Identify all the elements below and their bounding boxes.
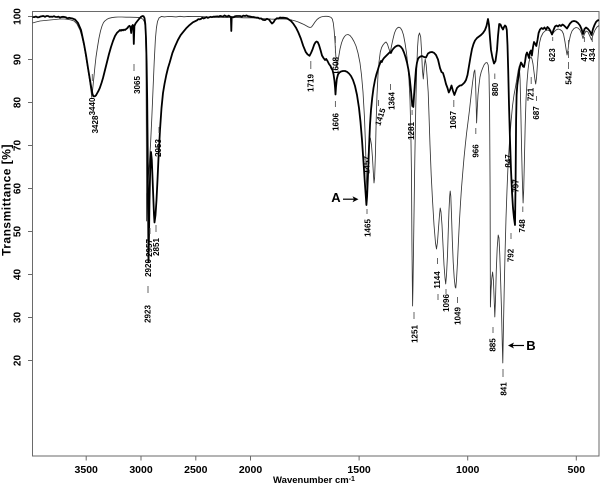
- svg-text:500: 500: [568, 464, 586, 476]
- svg-text:2000: 2000: [239, 464, 263, 476]
- svg-text:792: 792: [507, 248, 516, 262]
- svg-text:80: 80: [12, 97, 23, 109]
- svg-text:1500: 1500: [347, 464, 371, 476]
- svg-text:2851: 2851: [152, 238, 161, 256]
- svg-text:748: 748: [518, 219, 527, 233]
- svg-text:885: 885: [489, 338, 498, 352]
- svg-text:A: A: [331, 190, 341, 205]
- svg-text:797: 797: [512, 179, 521, 193]
- svg-text:1144: 1144: [433, 271, 442, 289]
- svg-text:475: 475: [580, 48, 589, 62]
- svg-text:30: 30: [12, 312, 23, 324]
- svg-text:B: B: [526, 338, 535, 353]
- svg-text:40: 40: [12, 269, 23, 281]
- svg-text:966: 966: [472, 144, 481, 158]
- svg-text:90: 90: [12, 54, 23, 66]
- svg-text:847: 847: [504, 154, 513, 168]
- svg-text:721: 721: [527, 87, 536, 101]
- svg-text:100: 100: [12, 8, 23, 25]
- svg-text:1719: 1719: [307, 74, 316, 92]
- svg-text:1608: 1608: [332, 57, 341, 75]
- svg-text:1606: 1606: [332, 113, 341, 131]
- svg-text:2957: 2957: [145, 239, 154, 257]
- svg-text:50: 50: [12, 226, 23, 238]
- svg-text:1364: 1364: [388, 92, 397, 110]
- svg-text:1457: 1457: [363, 156, 372, 174]
- svg-text:1251: 1251: [411, 325, 420, 343]
- svg-text:1049: 1049: [454, 307, 463, 325]
- svg-text:20: 20: [12, 355, 23, 367]
- svg-text:Wavenumber cm-1: Wavenumber cm-1: [273, 475, 355, 486]
- svg-text:880: 880: [491, 82, 500, 96]
- svg-text:542: 542: [565, 71, 574, 85]
- svg-text:70: 70: [12, 140, 23, 152]
- svg-text:Transmittance [%]: Transmittance [%]: [0, 144, 14, 256]
- svg-text:3000: 3000: [129, 464, 153, 476]
- svg-text:687: 687: [532, 106, 541, 120]
- svg-text:3428: 3428: [91, 115, 100, 133]
- svg-text:60: 60: [12, 183, 23, 195]
- svg-text:434: 434: [588, 48, 597, 62]
- svg-text:2920: 2920: [144, 259, 153, 277]
- svg-text:2500: 2500: [184, 464, 208, 476]
- svg-text:1096: 1096: [442, 294, 451, 312]
- svg-text:3065: 3065: [133, 76, 142, 94]
- svg-text:1067: 1067: [449, 111, 458, 129]
- svg-text:1465: 1465: [364, 219, 373, 237]
- svg-text:2953: 2953: [154, 139, 163, 157]
- svg-text:3500: 3500: [75, 464, 99, 476]
- svg-text:3440: 3440: [88, 97, 97, 115]
- svg-text:1000: 1000: [456, 464, 480, 476]
- svg-text:2923: 2923: [144, 305, 153, 323]
- svg-text:841: 841: [500, 382, 509, 396]
- svg-text:623: 623: [548, 48, 557, 62]
- svg-text:1281: 1281: [407, 122, 416, 140]
